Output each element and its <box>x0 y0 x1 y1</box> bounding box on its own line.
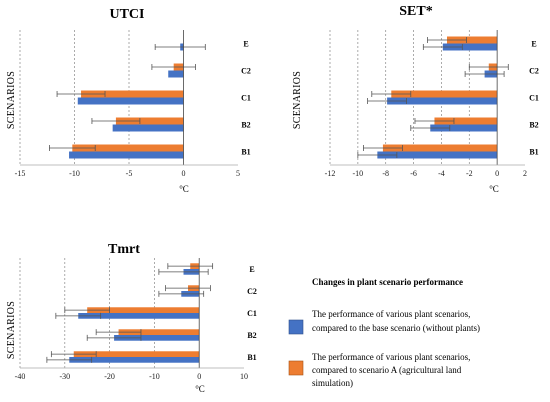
legend-swatch-orange <box>288 360 304 376</box>
tmrt-title: Tmrt <box>108 242 140 257</box>
tmrt-bar-b1-series-1 <box>73 351 200 357</box>
utci-category-label: C1 <box>241 94 251 103</box>
set-bar-b1-series-1 <box>382 144 498 152</box>
set-bar-e-series-2 <box>442 43 498 51</box>
tmrt-category-label: C2 <box>247 287 257 296</box>
utci-bar-b2-series-2 <box>112 124 184 132</box>
tmrt-chart: Tmrt SCENARIOS °C E C2 C1 B2 B1 -40 -30 -20 -10 0… <box>6 242 257 394</box>
utci-ylabel: SCENARIOS <box>6 71 17 129</box>
set-tick-label: 2 <box>523 169 527 178</box>
set-category-label: B2 <box>529 121 538 130</box>
set-bar-b2-series-2 <box>430 124 498 132</box>
tmrt-ylabel: SCENARIOS <box>6 301 17 359</box>
set-xlabel: °C <box>489 184 499 194</box>
set-category-label: B1 <box>529 148 538 157</box>
set-title: SET* <box>399 4 432 19</box>
tmrt-bar-b1-series-2 <box>69 357 200 363</box>
set-tick-label: -6 <box>410 169 417 178</box>
legend-item-2-line-3: simulation) <box>312 378 353 388</box>
set-tick-label: -10 <box>353 169 364 178</box>
tmrt-tick-label: -30 <box>59 372 70 381</box>
tmrt-bar-b2-series-2 <box>114 335 200 341</box>
tmrt-tick-label: -40 <box>15 372 26 381</box>
utci-xlabel: °C <box>179 184 189 194</box>
tmrt-xlabel: °C <box>195 384 205 394</box>
utci-tick-label: -10 <box>69 169 80 178</box>
utci-tick-label: 0 <box>182 169 186 178</box>
legend: Changes in plant scenario performance Th… <box>288 277 480 388</box>
set-tick-label: 0 <box>495 169 499 178</box>
utci-tick-label: -15 <box>15 169 26 178</box>
set-bar-c1-series-1 <box>391 90 498 98</box>
set-category-label: C1 <box>529 94 539 103</box>
utci-bar-b2-series-1 <box>115 117 184 125</box>
utci-category-label: B1 <box>241 148 250 157</box>
legend-item-2-line-2: compared to scenario A (agricultural lan… <box>312 365 462 375</box>
tmrt-bar-c1-series-1 <box>87 307 200 313</box>
utci-chart: UTCI SCENARIOS °C E C2 C1 B2 B1 -15 -10 -5 0 5 <box>6 7 251 194</box>
utci-category-label: B2 <box>241 121 250 130</box>
legend-item-2-line-1: The performance of various plant scenari… <box>312 352 470 362</box>
utci-bar-c1-series-2 <box>77 97 184 105</box>
tmrt-tick-label: -10 <box>149 372 160 381</box>
set-tick-label: -2 <box>466 169 473 178</box>
legend-swatch-blue <box>288 319 304 335</box>
utci-category-label: E <box>243 40 248 49</box>
tmrt-category-label: C1 <box>247 309 257 318</box>
tmrt-tick-label: 10 <box>240 372 248 381</box>
legend-item-1-line-2: compared to the base scenario (without p… <box>312 323 480 333</box>
tmrt-tick-label: 0 <box>197 372 201 381</box>
set-bar-b2-series-1 <box>434 117 498 125</box>
set-category-label: C2 <box>529 67 539 76</box>
set-bar-c1-series-2 <box>387 97 498 105</box>
tmrt-category-label: E <box>249 265 254 274</box>
tmrt-bar-b2-series-1 <box>118 329 200 335</box>
set-bar-b1-series-2 <box>377 151 498 159</box>
utci-bar-b1-series-2 <box>69 151 184 159</box>
set-ylabel: SCENARIOS <box>292 71 303 129</box>
legend-title: Changes in plant scenario performance <box>312 277 463 287</box>
utci-bar-b1-series-1 <box>72 144 184 152</box>
tmrt-category-label: B2 <box>247 331 256 340</box>
legend-item-1-line-1: The performance of various plant scenari… <box>312 309 470 319</box>
set-chart: SET* SCENARIOS °C E C2 C1 B2 B1 -12 -10 -8 -6 -4 -… <box>292 4 539 194</box>
set-tick-label: -8 <box>382 169 389 178</box>
tmrt-bar-c1-series-2 <box>78 313 200 319</box>
utci-bar-c1-series-1 <box>81 90 184 98</box>
tmrt-tick-label: -20 <box>104 372 115 381</box>
set-tick-label: -12 <box>325 169 336 178</box>
set-category-label: E <box>531 40 536 49</box>
utci-title: UTCI <box>109 7 144 22</box>
utci-bar-c2-series-2 <box>168 70 184 78</box>
utci-category-label: C2 <box>241 67 251 76</box>
tmrt-category-label: B1 <box>247 353 256 362</box>
set-bar-e-series-1 <box>447 36 498 44</box>
set-tick-label: -4 <box>438 169 445 178</box>
utci-tick-label: 5 <box>236 169 240 178</box>
utci-tick-label: -5 <box>126 169 133 178</box>
